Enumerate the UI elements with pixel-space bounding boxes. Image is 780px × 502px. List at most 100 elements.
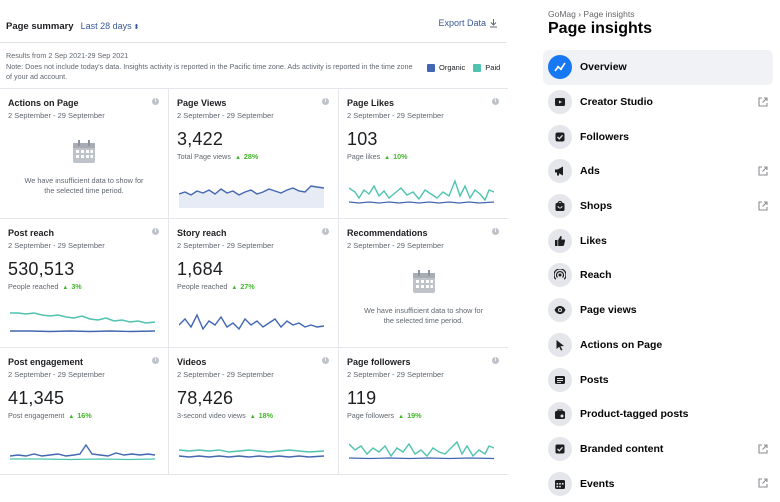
nav-item-followers[interactable]: Followers	[543, 119, 773, 154]
info-icon[interactable]: i	[322, 98, 329, 105]
metric-sublabel: Total Page views	[177, 152, 231, 161]
delta-badge: ▲ 10%	[384, 152, 407, 161]
metric-subline: 3-second video views ▲ 18%	[177, 411, 330, 420]
metrics-grid: Actions on Page 2 September - 29 Septemb…	[0, 88, 508, 475]
posts-icon	[548, 367, 572, 392]
updown-caret-icon: ⬍	[133, 24, 140, 31]
delta-value: 10%	[393, 152, 408, 161]
nav-item-posts[interactable]: Posts	[543, 362, 773, 397]
nav-label: Posts	[580, 373, 609, 386]
nav-label: Actions on Page	[580, 338, 663, 351]
card-page-followers[interactable]: Page followers 2 September - 29 Septembe…	[339, 348, 508, 475]
delta-value: 16%	[77, 411, 92, 420]
metric-subline: Page followers ▲ 19%	[347, 411, 500, 420]
up-arrow-icon: ▲	[68, 414, 75, 420]
card-recommendations[interactable]: Recommendations 2 September - 29 Septemb…	[339, 219, 508, 348]
info-icon[interactable]: i	[492, 98, 499, 105]
sparkline-page-likes	[349, 178, 494, 204]
nav-item-creator-studio[interactable]: Creator Studio	[543, 85, 773, 120]
nav-item-actions-on-page[interactable]: Actions on Page	[543, 328, 773, 363]
card-title: Page Views	[177, 98, 227, 108]
delta-badge: ▲ 18%	[250, 411, 273, 420]
card-page-views[interactable]: Page Views 2 September - 29 September i …	[169, 89, 339, 219]
info-icon[interactable]: i	[152, 98, 159, 105]
info-icon[interactable]: i	[492, 228, 499, 235]
card-post-engagement[interactable]: Post engagement 2 September - 29 Septemb…	[0, 348, 169, 475]
info-icon[interactable]: i	[322, 228, 329, 235]
sparkline-page-views	[179, 185, 324, 208]
card-date: 2 September - 29 September	[8, 111, 105, 120]
metric-subline: Total Page views ▲ 28%	[177, 152, 330, 161]
nav-label: Shops	[580, 200, 613, 213]
card-page-likes[interactable]: Page Likes 2 September - 29 September i …	[339, 89, 508, 219]
nav-label: Creator Studio	[580, 96, 653, 109]
export-data-button[interactable]: Export Data	[438, 18, 498, 28]
delta-value: 3%	[71, 282, 82, 291]
date-range-label: Last 28 days	[80, 21, 132, 31]
breadcrumb[interactable]: GoMag › Page insights	[548, 9, 635, 19]
message-line-1: We have insufficient data to show for	[364, 306, 483, 315]
nav-label: Followers	[580, 130, 630, 143]
card-date: 2 September - 29 September	[347, 370, 444, 379]
card-actions-on-page[interactable]: Actions on Page 2 September - 29 Septemb…	[0, 89, 169, 219]
card-title: Actions on Page	[8, 98, 79, 108]
metric-value: 119	[347, 388, 377, 408]
card-date: 2 September - 29 September	[177, 370, 274, 379]
external-link-icon[interactable]	[757, 96, 769, 108]
nav-label: Page views	[580, 304, 637, 317]
product-tag-icon	[548, 402, 572, 427]
delta-badge: ▲ 3%	[62, 282, 81, 291]
nav-item-product-tagged-posts[interactable]: Product-tagged posts	[543, 397, 773, 432]
up-arrow-icon: ▲	[384, 155, 391, 161]
info-icon[interactable]: i	[152, 357, 159, 364]
card-post-reach[interactable]: Post reach 2 September - 29 September i …	[0, 219, 169, 348]
up-arrow-icon: ▲	[231, 285, 238, 291]
card-date: 2 September - 29 September	[347, 241, 444, 250]
external-link-icon[interactable]	[757, 477, 769, 489]
nav-item-shops[interactable]: Shops	[543, 189, 773, 224]
nav-item-overview[interactable]: Overview	[543, 50, 773, 85]
results-range-text: Results from 2 Sep 2021-29 Sep 2021	[6, 51, 129, 60]
nav-item-branded-content[interactable]: Branded content	[543, 432, 773, 467]
metric-value: 530,513	[8, 259, 75, 279]
megaphone-icon	[548, 159, 572, 184]
timezone-note: Note: Does not include today's data. Ins…	[6, 61, 413, 82]
external-link-icon[interactable]	[757, 443, 769, 455]
overview-icon	[548, 55, 572, 80]
info-icon[interactable]: i	[322, 357, 329, 364]
nav-item-ads[interactable]: Ads	[543, 154, 773, 189]
info-icon[interactable]: i	[492, 357, 499, 364]
page-summary-panel: Page summary Last 28 days ⬍ Export Data R…	[0, 18, 508, 475]
external-link-icon[interactable]	[757, 200, 769, 212]
metric-sublabel: Post engagement	[8, 411, 65, 420]
sparkline-story-reach	[179, 313, 324, 331]
metric-subline: Page likes ▲ 10%	[347, 152, 500, 161]
card-date: 2 September - 29 September	[177, 241, 274, 250]
delta-value: 28%	[243, 152, 259, 161]
message-line-2: the selected time period.	[44, 186, 124, 195]
metric-value: 41,345	[8, 388, 65, 408]
card-story-reach[interactable]: Story reach 2 September - 29 September i…	[169, 219, 339, 348]
delta-value: 18%	[258, 411, 274, 420]
nav-label: Ads	[580, 165, 600, 178]
nav-item-reach[interactable]: Reach	[543, 258, 773, 293]
info-icon[interactable]: i	[152, 228, 159, 235]
metric-sublabel: Page likes	[347, 152, 381, 161]
card-videos[interactable]: Videos 2 September - 29 September i 78,4…	[169, 348, 339, 475]
card-title: Page followers	[347, 357, 411, 367]
nav-item-likes[interactable]: Likes	[543, 223, 773, 258]
card-title: Page Likes	[347, 98, 395, 108]
delta-value: 27%	[240, 282, 255, 291]
page-title: Page insights	[548, 20, 653, 37]
delta-badge: ▲ 16%	[68, 411, 91, 420]
results-note: Results from 2 Sep 2021-29 Sep 2021 Note…	[6, 51, 416, 83]
external-link-icon[interactable]	[757, 165, 769, 177]
date-range-select[interactable]: Last 28 days ⬍	[81, 21, 140, 31]
nav-item-page-views[interactable]: Page views	[543, 293, 773, 328]
insufficient-data-message: We have insufficient data to show for the…	[339, 269, 508, 326]
nav-item-events[interactable]: Events	[543, 466, 773, 501]
reach-icon	[548, 263, 572, 288]
metric-value: 103	[347, 129, 378, 149]
card-title: Story reach	[177, 228, 227, 238]
card-date: 2 September - 29 September	[347, 111, 444, 120]
